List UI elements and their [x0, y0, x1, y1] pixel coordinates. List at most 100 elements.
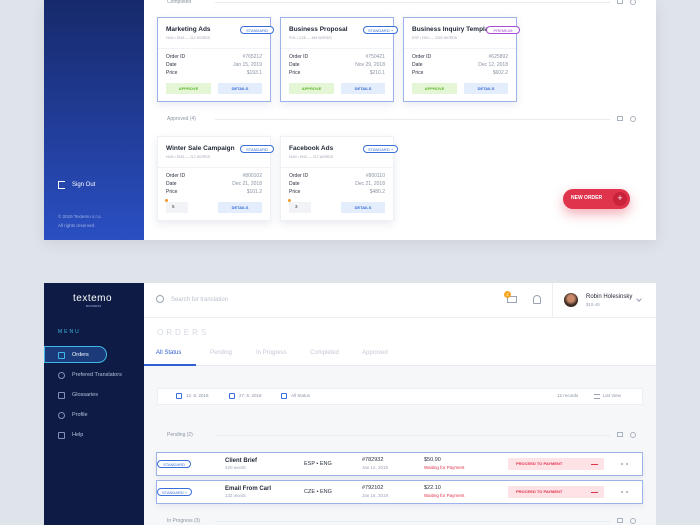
approve-button[interactable]: APPROVE [412, 83, 457, 94]
section-icon[interactable] [617, 432, 623, 437]
row-title: Client Brief [225, 458, 258, 464]
filter-icon[interactable] [176, 393, 182, 399]
section-icon[interactable] [630, 432, 636, 438]
details-button[interactable]: DETAILS [341, 83, 385, 94]
tab[interactable]: Completed [310, 350, 340, 356]
view-icon [594, 394, 600, 399]
menu-icon [58, 372, 65, 379]
sign-out[interactable]: Sign Out [72, 182, 96, 188]
menu-item[interactable]: Prefered Translators [72, 372, 122, 378]
field-value: Dec 12, 2018 [478, 62, 508, 68]
filter-item[interactable]: 27. 6. 2018 [239, 393, 262, 398]
new-order-plus[interactable]: + [613, 192, 627, 206]
comment-button[interactable]: 3 [289, 202, 311, 213]
filter-icon[interactable] [229, 393, 235, 399]
pay-button[interactable]: PROCEED TO PAYMENT [508, 458, 604, 470]
menu-item[interactable]: Glossaries [72, 392, 98, 398]
card-divider [158, 48, 270, 49]
card-meta: HUN • ENG — 212 WORDS [289, 155, 334, 159]
details-button[interactable]: DETAILS [464, 83, 508, 94]
filter-icon[interactable] [281, 393, 287, 399]
field-value: $101.2 [246, 189, 262, 195]
section-line [215, 435, 610, 436]
logo-sub: BUSINESS [86, 304, 102, 308]
card-divider [281, 48, 393, 49]
section-icon[interactable] [617, 518, 623, 523]
field-value: #800102 [242, 173, 262, 179]
menu-icon [58, 352, 65, 359]
approve-button[interactable]: APPROVE [166, 83, 211, 94]
row-words: 420 words [225, 465, 246, 470]
card-tag: PREMIUM [486, 26, 520, 34]
filter-item[interactable]: All Status [291, 393, 311, 398]
tab[interactable]: In Progress [256, 350, 287, 356]
row-menu[interactable] [621, 463, 628, 465]
details-button[interactable]: DETAILS [218, 83, 262, 94]
order-row[interactable] [156, 480, 643, 504]
search-icon [156, 295, 164, 303]
section-line [215, 119, 610, 120]
row-status: Waiting for Payment [424, 493, 465, 498]
user-name[interactable]: Robin Holesinsky [586, 294, 633, 300]
row-langs: CZE • ENG [304, 489, 332, 495]
filter-item[interactable]: 12 records [557, 393, 579, 398]
row-date: Jan 12, 2019 [362, 465, 389, 470]
section-icon[interactable] [617, 0, 623, 4]
filter-item[interactable]: List View [603, 393, 621, 398]
field-label: Order ID [412, 54, 432, 60]
field-label: Price [289, 189, 301, 195]
mail-icon[interactable] [507, 296, 517, 303]
field-label: Order ID [289, 173, 309, 179]
field-value: Jan 15, 2019 [233, 62, 262, 68]
bottom-sidebar [44, 283, 144, 525]
pay-arrow [591, 491, 598, 493]
card-divider [281, 167, 393, 168]
field-label: Price [166, 70, 178, 76]
section-line [215, 2, 610, 3]
card-meta: HUN • ENG — 212 WORDS [166, 36, 211, 40]
section-icon[interactable] [630, 518, 636, 524]
page-title: ORDERS [157, 328, 210, 337]
row-menu[interactable] [621, 491, 628, 493]
header-divider [552, 283, 553, 318]
tab[interactable]: Pending [210, 350, 233, 356]
search-placeholder[interactable]: Search for translation [171, 297, 229, 303]
menu-item[interactable]: Profile [72, 412, 88, 418]
field-value: #625892 [488, 54, 508, 60]
field-label: Price [289, 70, 301, 76]
bell-icon[interactable] [533, 295, 541, 304]
row-tag: STANDARD + [157, 488, 193, 496]
field-value: #765212 [242, 54, 262, 60]
details-button[interactable]: DETAILS [218, 202, 262, 213]
logo: textemo [73, 293, 113, 304]
tab[interactable]: All Status [156, 350, 182, 356]
section-icon[interactable] [630, 0, 636, 5]
field-value: Nov 29, 2018 [355, 62, 385, 68]
field-value: $602.2 [492, 70, 508, 76]
details-button[interactable]: DETAILS [341, 202, 385, 213]
sign-out-icon[interactable] [58, 181, 65, 189]
card-title: Business Proposal [289, 26, 348, 33]
filter-item[interactable]: 12. 6. 2018 [186, 393, 209, 398]
section-icon[interactable] [630, 116, 636, 122]
new-order-button[interactable]: NEW ORDER [563, 189, 630, 209]
field-label: Order ID [289, 54, 309, 60]
section-label: Completed [167, 0, 192, 5]
pay-arrow [591, 463, 598, 465]
card-title: Business Inquiry Template [412, 26, 495, 33]
pay-button[interactable]: PROCEED TO PAYMENT [508, 486, 604, 498]
card-tag: STANDARD + [363, 26, 399, 34]
comment-button[interactable]: 5 [166, 202, 188, 213]
field-label: Price [166, 189, 178, 195]
menu-icon [58, 432, 65, 439]
menu-item[interactable]: Orders [72, 352, 89, 358]
section-icon[interactable] [617, 116, 623, 121]
field-label: Date [289, 181, 300, 187]
approve-button[interactable]: APPROVE [289, 83, 334, 94]
tab[interactable]: Approved [362, 350, 388, 356]
avatar[interactable] [564, 293, 578, 307]
row-title: Email From Carl [225, 486, 272, 492]
field-label: Date [166, 62, 177, 68]
menu-item[interactable]: Help [72, 432, 84, 438]
